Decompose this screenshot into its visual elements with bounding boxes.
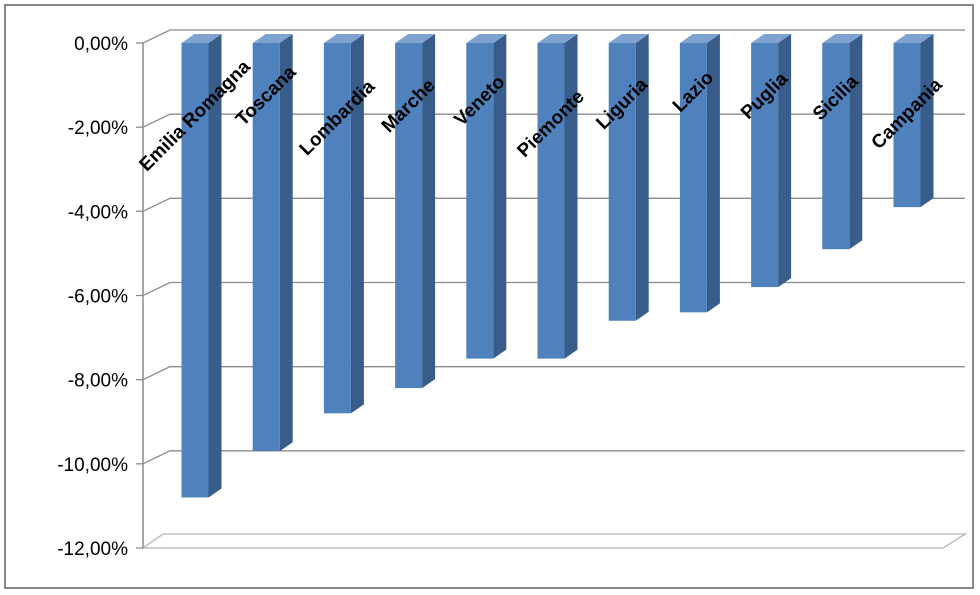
y-tick-label: -10,00% [57,455,128,476]
bar-top [608,34,649,43]
bar-front [679,43,707,313]
bar [466,34,507,359]
gridline [142,450,965,465]
y-tick-label: -8,00% [68,371,128,392]
y-tick-label: -2,00% [68,118,128,139]
y-tick-label: -12,00% [57,539,128,560]
bar-top [893,34,934,43]
bar-top [466,34,507,43]
y-tick-label: -4,00% [68,202,128,223]
bar-side [706,34,720,313]
bar-side [778,34,792,288]
bar-side [564,34,578,359]
bar-front [537,43,565,359]
bar-front [181,43,209,498]
bar-front [608,43,636,321]
bar-top [537,34,578,43]
bar-side [422,34,436,389]
bar-front [252,43,280,452]
bar-top [252,34,293,43]
y-axis: 0,00% -2,00% -4,00% -6,00% -8,00% -10,00% -12,… [57,34,144,560]
gridline [142,29,965,44]
bar [893,34,934,208]
bar-side [493,34,507,359]
bar [679,34,720,313]
gridline [142,366,965,381]
bar-front [466,43,494,359]
bar-side [350,34,364,414]
bar-front [893,43,921,208]
bar-top [181,34,222,43]
bar-side [208,34,222,498]
chart-floor [140,533,968,549]
bar-front [822,43,850,250]
bar-top [395,34,436,43]
bar [252,34,293,452]
bar-front [751,43,779,288]
gridlines [140,29,968,549]
bar-front [323,43,351,414]
bar [822,34,863,250]
y-tick-label: 0,00% [74,34,128,55]
bar [608,34,649,321]
bar-front [395,43,423,389]
y-tick-label: -6,00% [68,287,128,308]
bar-side [635,34,649,321]
bar [751,34,792,288]
bar-side [279,34,293,452]
bar [395,34,436,389]
bar-side [849,34,863,250]
bar [537,34,578,359]
bar [323,34,364,414]
bar-side [920,34,934,208]
bar-top [323,34,364,43]
bars [181,34,934,498]
bar-top [679,34,720,43]
bar-top [822,34,863,43]
bar-top [751,34,792,43]
bar [181,34,222,498]
